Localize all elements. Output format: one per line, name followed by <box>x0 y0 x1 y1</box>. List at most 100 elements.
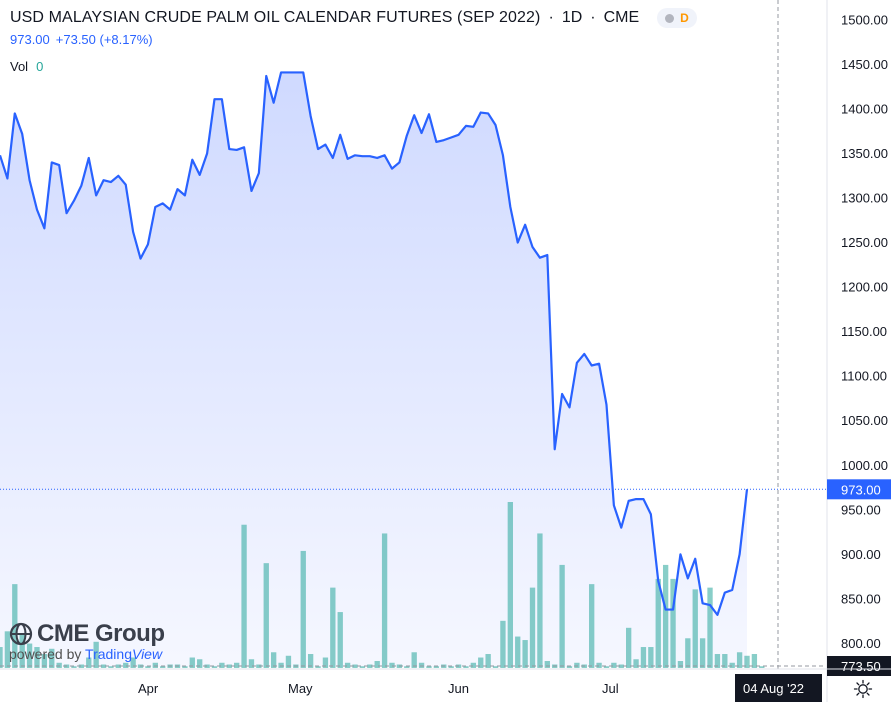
powered-by-tradingview[interactable]: powered by TradingView <box>9 646 165 662</box>
volume-bar <box>537 533 543 668</box>
volume-bar <box>145 666 151 668</box>
volume-bar <box>234 662 240 668</box>
volume-bar <box>86 657 92 668</box>
volume-bar <box>485 654 491 668</box>
volume-bar <box>685 638 691 668</box>
volume-bar <box>130 657 136 668</box>
volume-bar <box>4 631 11 668</box>
volume-bar <box>692 589 698 668</box>
crosshair-price-badge-label: 773.50 <box>841 659 881 674</box>
powered-by-label: powered by <box>9 646 82 662</box>
volume-bar <box>751 654 758 668</box>
symbol-title[interactable]: USD MALAYSIAN CRUDE PALM OIL CALENDAR FU… <box>10 9 541 26</box>
month-label: Jul <box>602 681 619 696</box>
volume-bar <box>507 502 513 668</box>
volume-bar <box>492 666 499 668</box>
volume-bar <box>307 654 314 668</box>
legend-volume-row[interactable]: Vol 0 <box>10 59 697 74</box>
volume-bar <box>34 647 40 668</box>
volume-bar <box>677 661 684 668</box>
volume-bar <box>478 657 484 668</box>
price-tick-label: 1200.00 <box>841 280 888 295</box>
volume-bar <box>426 666 432 668</box>
volume-bar <box>566 666 573 668</box>
volume-bar <box>759 666 765 668</box>
tradingview-wordmark: TradingView <box>85 646 162 662</box>
chart-guides <box>0 0 826 669</box>
volume-bar <box>374 661 380 668</box>
price-tick-label: 1350.00 <box>841 146 888 161</box>
volume-bar <box>100 664 107 668</box>
volume-bar <box>699 638 706 668</box>
price-scale[interactable]: 1500.00 1450.00 1400.00 1350.00 1300.00 1250.… <box>826 0 891 702</box>
volume-bar <box>433 666 440 668</box>
volume-bar <box>707 587 713 668</box>
price-tick-label: 900.00 <box>841 547 881 562</box>
cme-group-logo[interactable]: CME Group powered by TradingView <box>9 620 165 662</box>
settings-gear-icon[interactable] <box>853 679 873 699</box>
volume-bar <box>322 657 329 668</box>
volume-bar <box>300 550 306 668</box>
volume-bar <box>411 652 417 668</box>
legend-volume-value: 0 <box>36 59 44 74</box>
volume-bar <box>211 666 218 668</box>
crosshair-date-badge <box>735 674 822 702</box>
volume-bar <box>722 654 728 668</box>
volume-bar <box>589 584 595 668</box>
volume-bars <box>0 502 765 668</box>
price-tick-label: 1100.00 <box>841 369 887 384</box>
volume-bar <box>71 666 77 668</box>
legend-volume-label: Vol <box>10 59 29 74</box>
crosshair-date-label: 04 Aug '22 <box>743 681 804 696</box>
volume-bar <box>189 657 195 668</box>
volume-bar <box>197 659 203 668</box>
time-scale[interactable]: Apr May Jun Jul 04 Aug '22 <box>0 668 891 702</box>
volume-bar <box>596 662 602 668</box>
volume-bar <box>226 664 232 668</box>
volume-bar <box>404 666 410 668</box>
volume-bar <box>315 666 321 668</box>
volume-bar <box>270 652 277 668</box>
price-tick-label: 1000.00 <box>841 458 888 473</box>
crosshair-price-badge <box>827 656 891 676</box>
month-label: Jun <box>448 681 469 696</box>
legend-exchange: CME <box>603 9 640 26</box>
volume-bar <box>522 640 528 668</box>
delayed-data-letter: D <box>680 11 689 25</box>
volume-bar <box>108 666 114 668</box>
volume-bar <box>626 627 632 668</box>
legend-change: +73.50 (+8.17%) <box>55 32 153 47</box>
volume-bar <box>655 578 661 668</box>
volume-bar <box>618 664 624 668</box>
volume-bar <box>670 578 676 668</box>
legend-price-row: 973.00 +73.50 (+8.17%) <box>10 32 697 47</box>
price-area-fill <box>0 72 747 667</box>
legend-separator: · <box>548 9 554 26</box>
volume-bar <box>26 643 33 668</box>
legend-interval[interactable]: 1D <box>561 9 583 26</box>
volume-bar <box>49 648 55 668</box>
volume-bar <box>418 662 425 668</box>
volume-bar <box>389 662 395 668</box>
market-status-badge[interactable]: D <box>657 8 697 28</box>
market-status-dot-icon <box>665 13 675 23</box>
volume-bar <box>19 633 25 668</box>
volume-bar <box>256 664 262 668</box>
price-area <box>0 72 747 667</box>
volume-bar <box>285 655 292 668</box>
volume-bar <box>359 666 366 668</box>
price-tick-label: 1250.00 <box>841 235 888 250</box>
volume-bar <box>544 661 550 668</box>
last-price-badge-label: 973.00 <box>841 482 881 497</box>
last-price-badge <box>827 479 891 500</box>
volume-bar <box>204 664 210 668</box>
price-tick-label: 1500.00 <box>841 12 888 27</box>
volume-bar <box>744 655 750 668</box>
volume-bar <box>115 664 121 668</box>
price-tick-label: 950.00 <box>841 502 881 517</box>
volume-bar <box>633 659 639 668</box>
volume-bar <box>182 666 188 668</box>
volume-bar <box>367 664 373 668</box>
